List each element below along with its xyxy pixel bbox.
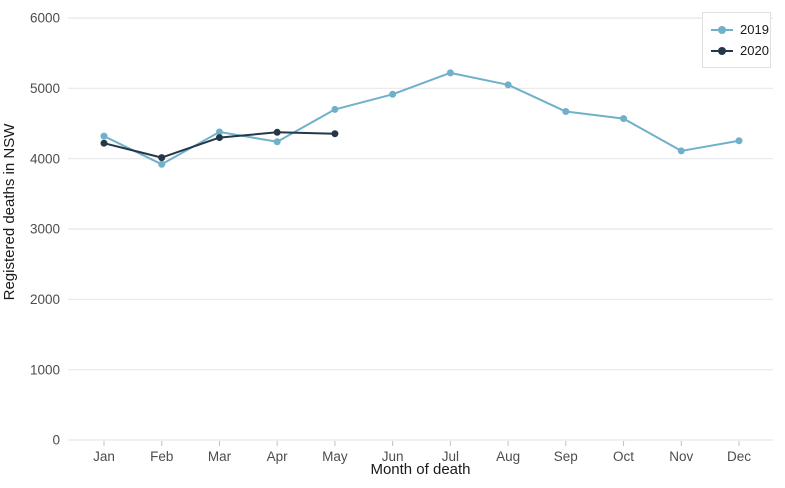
x-tick-label-Jan: Jan <box>93 449 115 464</box>
data-point-2020-Feb <box>158 154 166 162</box>
x-tick-label-Apr: Apr <box>267 449 289 464</box>
legend-label-2020: 2020 <box>740 43 769 58</box>
data-point-2019-Jan <box>100 132 108 140</box>
x-tick-label-Aug: Aug <box>496 449 520 464</box>
data-point-2019-Apr <box>273 138 281 146</box>
legend-item-2020: 2020 <box>711 44 770 57</box>
data-point-2020-May <box>331 130 339 138</box>
data-point-2020-Mar <box>215 134 223 142</box>
x-tick-label-Nov: Nov <box>669 449 693 464</box>
x-tick-label-Jul: Jul <box>442 449 459 464</box>
legend-item-2019: 2019 <box>711 23 770 36</box>
data-point-2019-Nov <box>677 147 685 155</box>
legend: 2019 2020 <box>702 12 771 68</box>
x-tick-label-Mar: Mar <box>208 449 232 464</box>
y-axis-title: Registered deaths in NSW <box>1 123 18 301</box>
x-tick-label-Oct: Oct <box>613 449 634 464</box>
y-tick-label-3000: 3000 <box>30 222 60 237</box>
x-axis-title: Month of death <box>370 461 471 478</box>
legend-swatch-2019 <box>711 25 733 34</box>
data-point-2019-Aug <box>504 81 512 89</box>
data-point-2020-Apr <box>273 128 281 136</box>
legend-label-2019: 2019 <box>740 22 769 37</box>
data-point-2019-Mar <box>215 128 223 136</box>
data-point-2019-Sep <box>562 108 570 116</box>
data-point-2019-Feb <box>158 160 166 168</box>
data-point-2019-Jul <box>446 69 454 77</box>
data-point-2020-Jan <box>100 139 108 147</box>
data-point-2019-Oct <box>620 115 628 123</box>
legend-dot-icon <box>718 25 726 34</box>
x-tick-label-May: May <box>322 449 348 464</box>
x-tick-label-Jun: Jun <box>382 449 404 464</box>
y-tick-label-6000: 6000 <box>30 11 60 26</box>
data-point-2019-May <box>331 105 339 113</box>
y-tick-label-2000: 2000 <box>30 292 60 307</box>
x-tick-label-Dec: Dec <box>727 449 751 464</box>
legend-swatch-2020 <box>711 46 733 55</box>
x-tick-label-Sep: Sep <box>554 449 578 464</box>
y-tick-label-5000: 5000 <box>30 81 60 96</box>
y-tick-label-0: 0 <box>52 433 60 448</box>
y-tick-label-4000: 4000 <box>30 151 60 166</box>
data-point-2019-Jun <box>389 90 397 98</box>
y-tick-label-1000: 1000 <box>30 362 60 377</box>
series-line-2019 <box>103 71 740 166</box>
x-tick-label-Feb: Feb <box>150 449 173 464</box>
data-point-2019-Dec <box>735 137 743 145</box>
legend-dot-icon <box>718 46 726 55</box>
